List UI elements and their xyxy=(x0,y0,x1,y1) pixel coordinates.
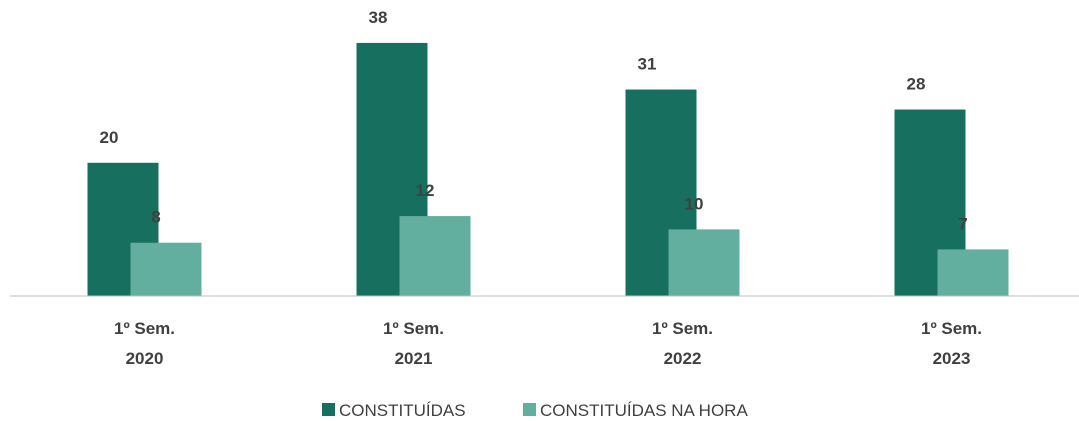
x-tick-label: 1º Sem. 2021 xyxy=(383,319,444,368)
bar xyxy=(130,242,202,296)
value-label: 28 xyxy=(907,75,926,94)
value-label: 8 xyxy=(151,208,160,227)
x-tick-label: 1º Sem. 2022 xyxy=(652,319,713,368)
bar xyxy=(399,216,471,296)
value-label: 7 xyxy=(958,214,967,233)
x-tick-label: 1º Sem. 2023 xyxy=(921,319,982,368)
legend-label: CONSTITUÍDAS xyxy=(339,401,466,420)
bar xyxy=(668,229,740,296)
value-label: 20 xyxy=(100,128,119,147)
legend-label: CONSTITUÍDAS NA HORA xyxy=(540,401,748,420)
legend-swatch xyxy=(322,403,335,416)
value-label: 10 xyxy=(685,194,704,213)
value-label: 12 xyxy=(416,181,435,200)
value-label: 31 xyxy=(638,55,657,74)
legend-swatch xyxy=(523,403,536,416)
x-tick-label: 1º Sem. 2020 xyxy=(114,319,175,368)
bar xyxy=(937,249,1009,296)
value-label: 38 xyxy=(369,8,388,27)
